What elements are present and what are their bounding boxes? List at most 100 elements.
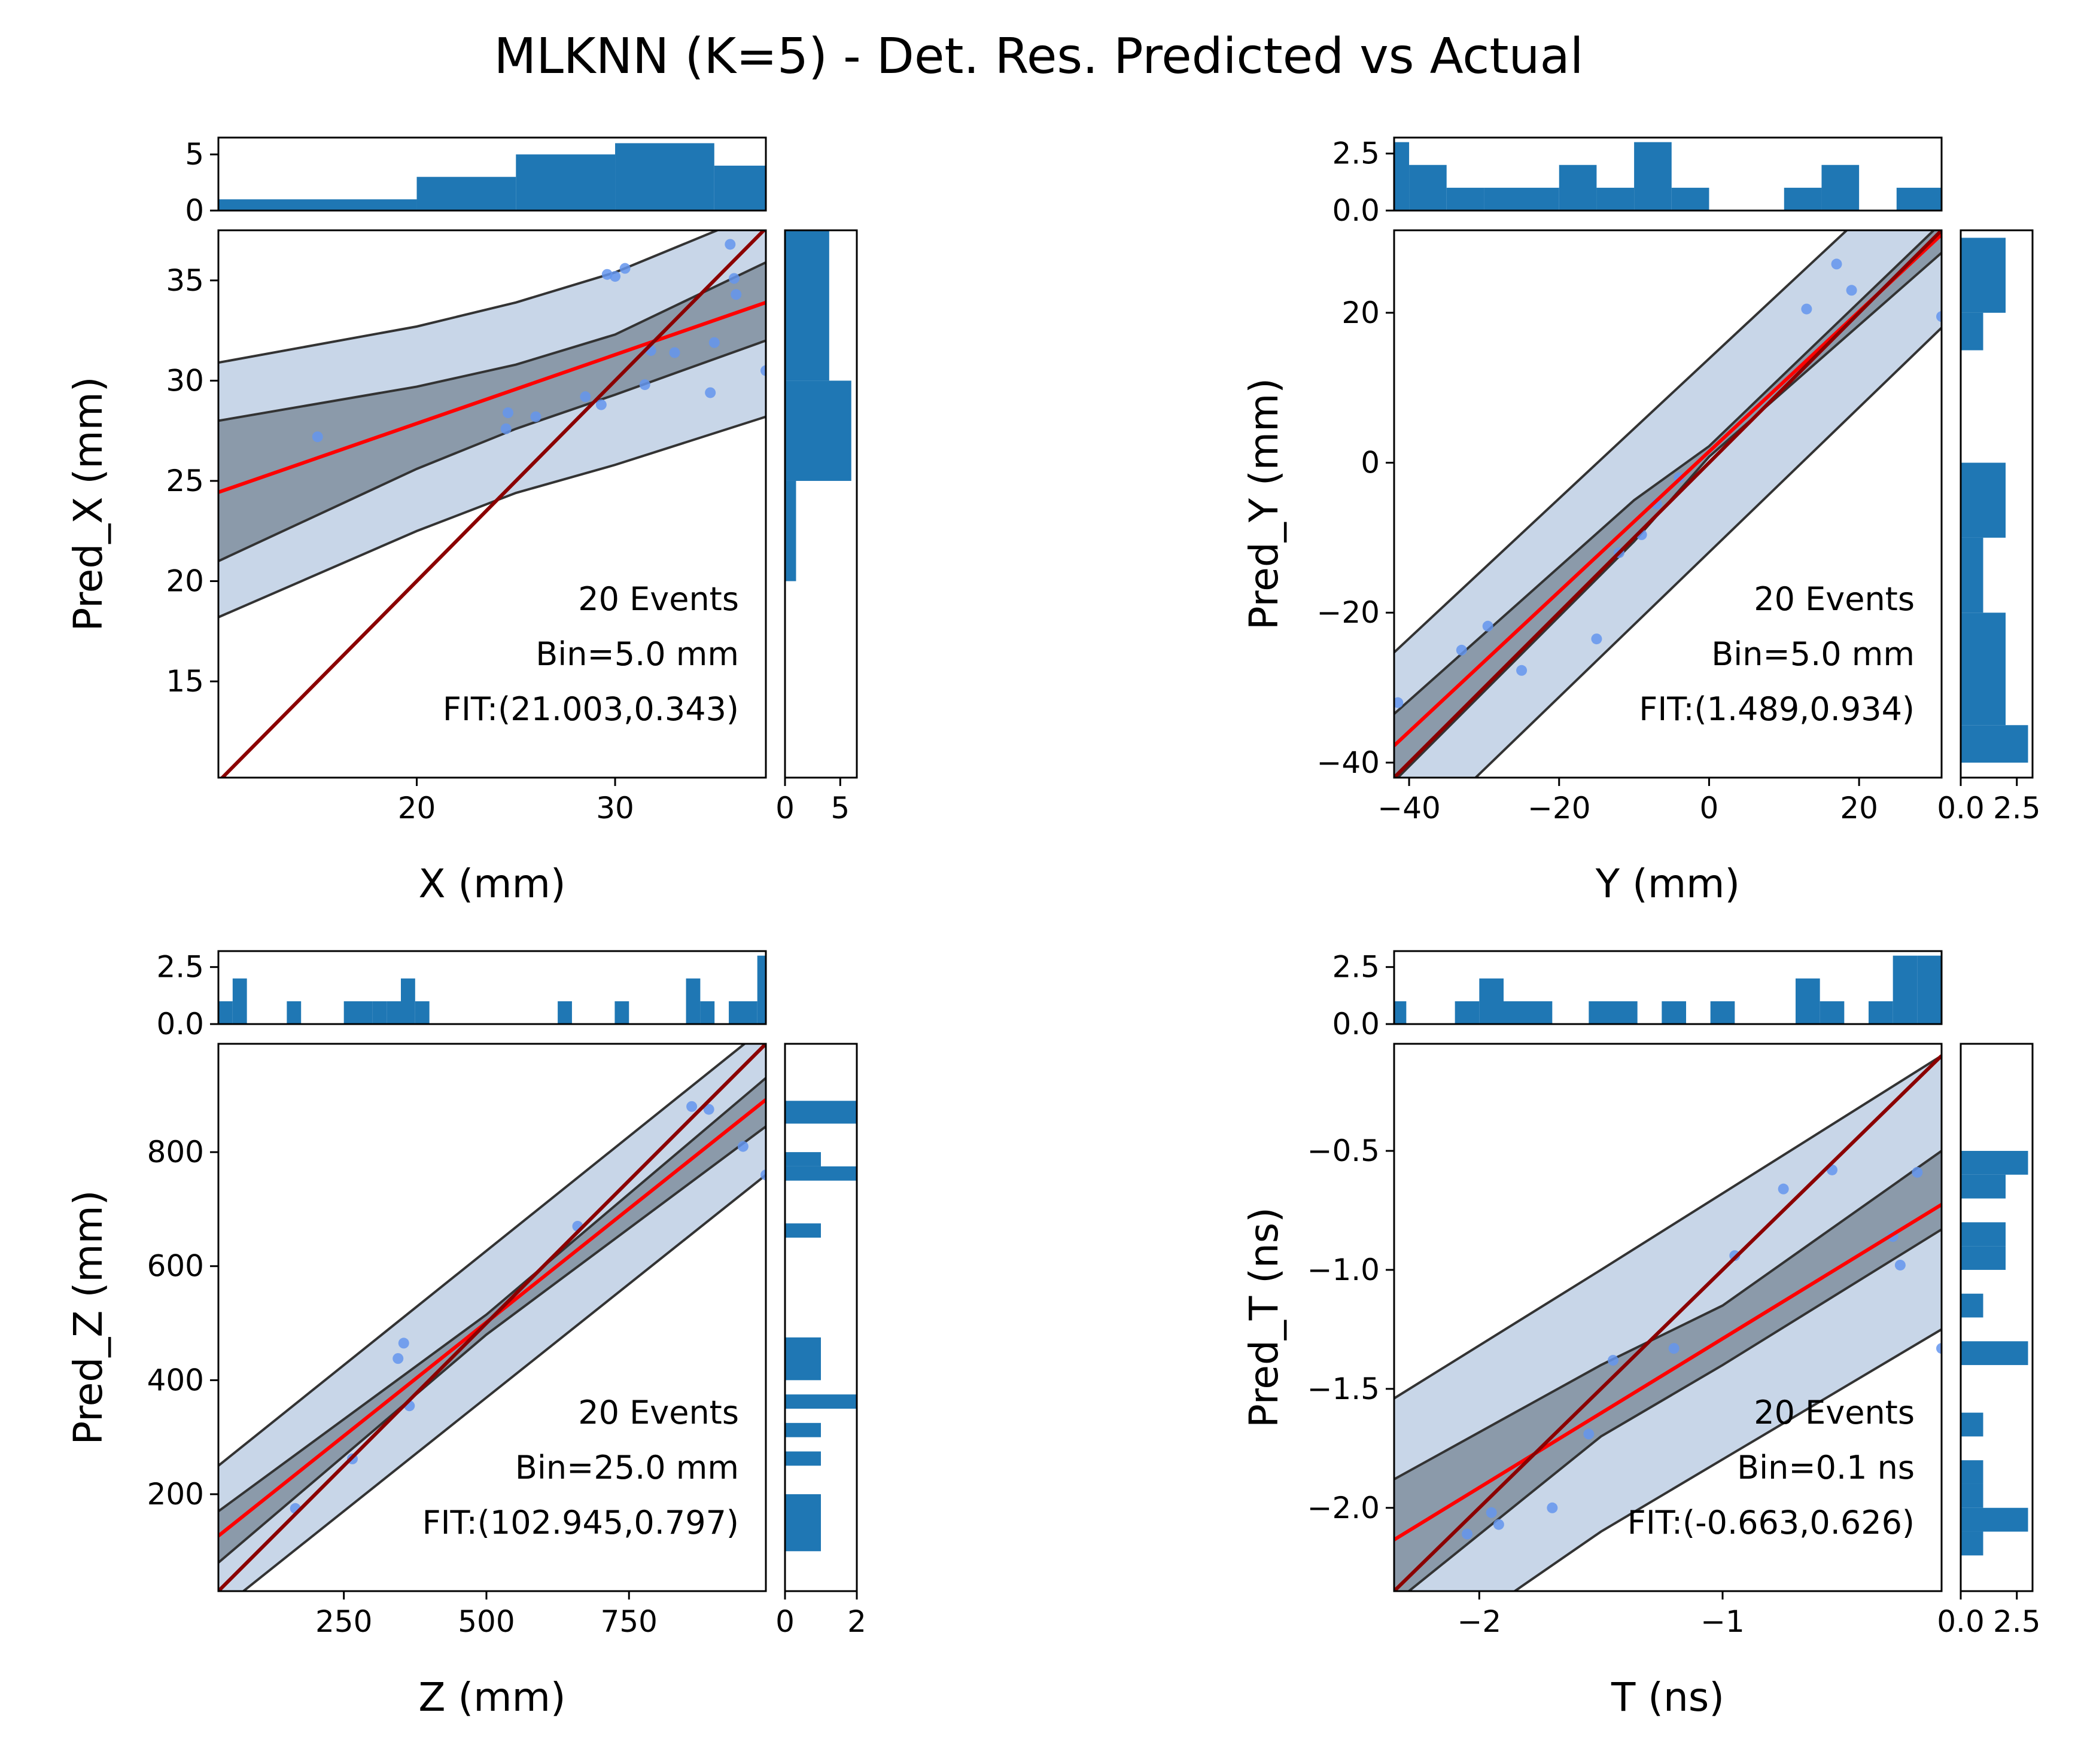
top-hist-bar <box>1662 1001 1686 1024</box>
right-hist-bar <box>1961 1531 1983 1556</box>
top-hist-bar <box>1710 1001 1735 1024</box>
x-axis-label: Y (mm) <box>1595 861 1740 907</box>
x-tick-label: 20 <box>398 791 436 825</box>
top-hist-bar <box>1869 1001 1893 1024</box>
plot-area <box>1394 1054 1942 1591</box>
x-axis-label: T (ns) <box>1611 1674 1724 1720</box>
data-point <box>731 289 742 300</box>
y-tick-label: 800 <box>147 1135 204 1169</box>
top-hist-frame <box>1393 950 1943 1025</box>
annotation-line: FIT:(1.489,0.934) <box>1639 690 1915 728</box>
y-tick-label: 400 <box>147 1363 204 1397</box>
data-point <box>500 423 512 434</box>
data-point <box>1608 1355 1618 1366</box>
top-hist-bar <box>1479 978 1504 1024</box>
top-hist-bar <box>1917 955 1942 1024</box>
data-point <box>398 1338 409 1349</box>
top-hist-bar <box>1896 187 1942 211</box>
top-hist-frame <box>217 136 767 212</box>
top-hist-tick-label: 2.5 <box>1332 950 1380 985</box>
right-hist-frame <box>784 1043 858 1592</box>
right-hist-bar <box>1961 237 2006 313</box>
right-hist-bar <box>1961 537 1983 613</box>
top-hist-bar <box>343 1001 373 1024</box>
right-hist-bar <box>785 1394 857 1409</box>
top-hist-bar <box>1796 978 1820 1024</box>
right-hist-bar <box>785 230 829 381</box>
y-tick-label: 25 <box>166 464 204 498</box>
top-hist-bar <box>1596 187 1635 211</box>
right-hist-bar <box>1961 1412 1983 1437</box>
right-hist-tick-label: 2 <box>847 1604 866 1639</box>
right-hist-tick-label: 0.0 <box>1937 791 1985 825</box>
right-hist-bar <box>1961 1174 2006 1199</box>
top-hist-bar <box>714 165 766 211</box>
data-point <box>703 1104 714 1115</box>
data-point <box>595 399 607 410</box>
top-hist-bar <box>1559 164 1597 211</box>
data-point <box>1583 1428 1595 1440</box>
top-hist-bar <box>1821 164 1860 211</box>
prediction-band-lower-edge <box>241 1174 766 1591</box>
right-hist-frame <box>1960 229 2034 779</box>
top-hist-bar <box>1394 1001 1407 1024</box>
fit-line <box>218 300 766 494</box>
data-point <box>728 273 740 284</box>
data-point <box>393 1353 404 1364</box>
right-hist-bar <box>785 380 851 481</box>
right-hist-bar <box>785 1422 821 1437</box>
data-point <box>708 337 720 348</box>
x-tick-label: −20 <box>1528 791 1591 825</box>
data-point <box>1547 1502 1558 1513</box>
data-point <box>312 431 323 443</box>
prediction-band-upper-edge <box>218 1044 747 1467</box>
data-point <box>1486 1507 1497 1518</box>
prediction-band-lower-edge <box>218 415 766 619</box>
right-hist-bar <box>1961 1460 1983 1484</box>
data-point <box>639 379 650 391</box>
y-tick-label: −1.5 <box>1307 1372 1380 1406</box>
top-hist-bar <box>1504 1001 1553 1024</box>
right-hist-bar <box>785 1101 857 1124</box>
data-point <box>610 271 621 282</box>
y-tick-label: −0.5 <box>1307 1134 1380 1168</box>
top-hist-bar <box>729 1001 757 1024</box>
data-point <box>619 263 631 274</box>
y-tick-label: 15 <box>166 664 204 699</box>
right-hist-bar <box>1961 1151 2028 1175</box>
annotation-line: FIT:(-0.663,0.626) <box>1627 1504 1915 1541</box>
x-tick-label: 30 <box>596 791 634 825</box>
confidence-band-upper-edge <box>1394 1150 1942 1480</box>
x-tick-label: 250 <box>315 1604 372 1639</box>
right-hist-tick-label: 0 <box>775 1604 795 1639</box>
y-axis-label: Pred_T (ns) <box>1241 1207 1287 1428</box>
data-point <box>705 387 716 398</box>
top-hist-tick-label: 5 <box>185 137 204 172</box>
panel-2: −40 −20 0 20 −40 −20 0 20 Y (mm) Pred_Y (mm) 20 Ev… <box>1241 136 2041 907</box>
plot-frame <box>217 1043 767 1592</box>
top-hist-frame <box>217 950 767 1025</box>
annotation-line: FIT:(102.945,0.797) <box>422 1504 739 1541</box>
top-hist-tick-label: 2.5 <box>156 950 204 985</box>
right-hist-bar <box>785 1166 857 1181</box>
top-hist-tick-label: 0.0 <box>156 1007 204 1041</box>
annotation-line: 20 Events <box>578 1394 739 1431</box>
x-tick-label: −2 <box>1457 1604 1501 1639</box>
top-hist-bar <box>1820 1001 1845 1024</box>
right-hist-bar <box>785 1223 821 1238</box>
top-hist-bar <box>416 176 516 211</box>
x-tick-label: −40 <box>1377 791 1441 825</box>
y-tick-label: −1.0 <box>1307 1253 1380 1287</box>
data-point <box>1846 285 1857 296</box>
identity-line <box>218 1044 766 1591</box>
right-hist-bar <box>785 1152 821 1166</box>
top-hist-bar <box>757 955 766 1024</box>
data-point <box>1778 1183 1789 1195</box>
top-hist-bar <box>558 1001 572 1024</box>
prediction-band-lower-edge <box>1513 1328 1942 1591</box>
top-hist-bar <box>615 143 714 211</box>
right-hist-bar <box>1961 312 1983 351</box>
right-hist-bar <box>1961 462 2006 538</box>
top-hist-tick-label: 0.0 <box>1332 193 1380 228</box>
